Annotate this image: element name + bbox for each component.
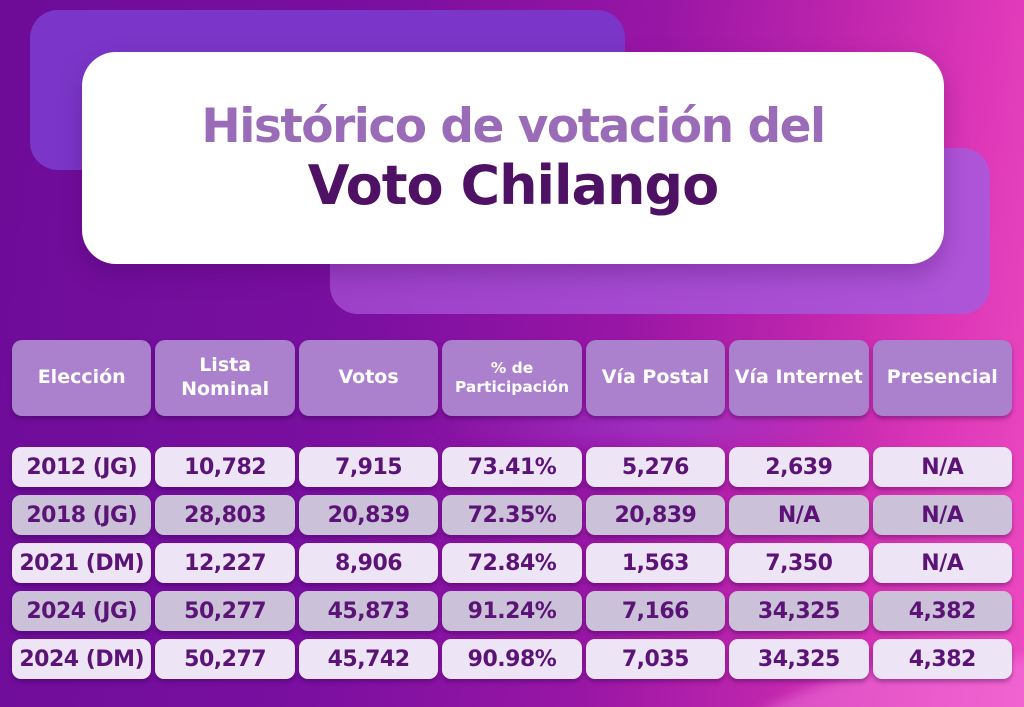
data-cell-r4-c1: 50,277 (155, 639, 295, 679)
data-cell-r3-c1: 50,277 (155, 591, 295, 631)
header-cell-1: Lista Nominal (155, 340, 295, 416)
header-cell-6: Presencial (872, 340, 1012, 416)
data-cell-r3-c6: 4,382 (872, 591, 1012, 631)
header-cell-label: Presencial (886, 366, 998, 389)
header-cell-label: Lista Nominal (181, 354, 270, 400)
data-cell-r0-c1: 10,782 (155, 447, 295, 487)
data-cell-r2-c6: N/A (872, 543, 1012, 583)
data-cell-r2-c5: 7,350 (729, 543, 869, 583)
title-line-1: Histórico de votación del (201, 99, 826, 155)
election-cell-row4: 2024 (DM) (12, 639, 152, 679)
table-header-row: Elección Lista Nominal Votos % de Participa… (12, 340, 1012, 416)
election-cell-row3: 2024 (JG) (12, 591, 152, 631)
data-cell-r1-c2: 20,839 (298, 495, 439, 535)
data-cell-r1-c4: 20,839 (585, 495, 726, 535)
header-cell-label: % de Participación (454, 358, 569, 396)
data-cell-r3-c4: 7,166 (585, 591, 726, 631)
header-cell-label: Votos (338, 366, 399, 389)
header-cell-3: % de Participación (442, 340, 582, 416)
data-cell-r1-c6: N/A (872, 495, 1012, 535)
data-cell-r2-c1: 12,227 (155, 543, 295, 583)
data-cell-r2-c3: 72.84% (442, 543, 582, 583)
data-cell-r4-c6: 4,382 (872, 639, 1012, 679)
election-cell-row1: 2018 (JG) (12, 495, 152, 535)
header-cell-0: Elección (12, 340, 152, 416)
header-cell-5: Vía Internet (729, 340, 869, 416)
data-cell-r2-c2: 8,906 (298, 543, 439, 583)
header-cell-label: Vía Internet (734, 366, 863, 389)
data-cell-r4-c2: 45,742 (298, 639, 439, 679)
data-cell-r3-c5: 34,325 (729, 591, 869, 631)
data-cell-r0-c5: 2,639 (729, 447, 869, 487)
data-cell-r0-c4: 5,276 (585, 447, 726, 487)
header-cell-label: Elección (37, 366, 126, 389)
voting-history-table: Elección Lista Nominal Votos % de Participa… (12, 340, 1012, 679)
election-cell-row2: 2021 (DM) (12, 543, 152, 583)
data-cell-r4-c5: 34,325 (729, 639, 869, 679)
data-cell-r0-c3: 73.41% (442, 447, 582, 487)
data-cell-r1-c1: 28,803 (155, 495, 295, 535)
header-cell-label: Vía Postal (601, 366, 710, 389)
data-cell-r1-c5: N/A (729, 495, 869, 535)
data-cell-r0-c6: N/A (872, 447, 1012, 487)
title-line-2: Voto Chilango (307, 154, 719, 218)
title-card: Histórico de votación del Voto Chilango (82, 52, 944, 264)
data-cell-r2-c4: 1,563 (585, 543, 726, 583)
data-cell-r1-c3: 72.35% (442, 495, 582, 535)
header-cell-2: Votos (298, 340, 439, 416)
data-cell-r4-c4: 7,035 (585, 639, 726, 679)
data-cell-r4-c3: 90.98% (442, 639, 582, 679)
election-cell-row0: 2012 (JG) (12, 447, 152, 487)
header-cell-4: Vía Postal (585, 340, 726, 416)
data-cell-r3-c3: 91.24% (442, 591, 582, 631)
table-body: 2012 (JG) 10,782 7,915 73.41% 5,276 2,639 N/A 2… (12, 447, 1012, 679)
data-cell-r3-c2: 45,873 (298, 591, 439, 631)
data-cell-r0-c2: 7,915 (298, 447, 439, 487)
